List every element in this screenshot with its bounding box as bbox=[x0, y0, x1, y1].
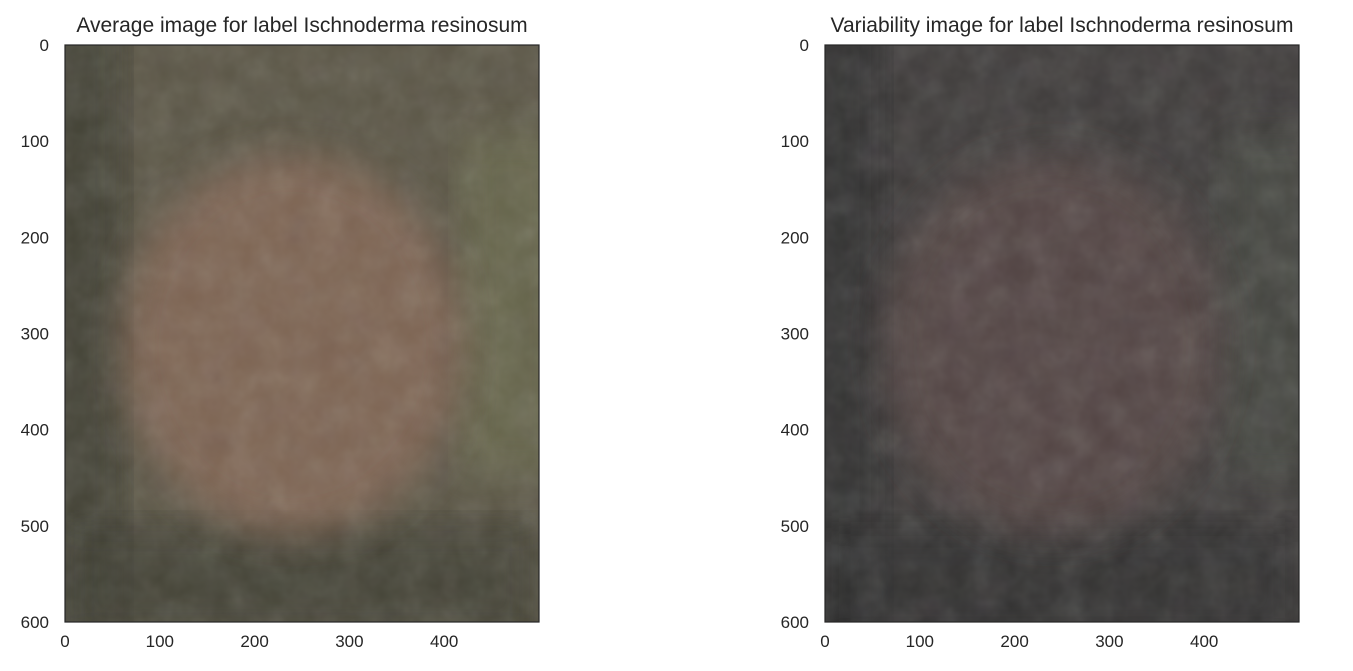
y-axis: 0 100 200 300 400 500 600 bbox=[21, 36, 49, 632]
axes-frame bbox=[824, 44, 1300, 623]
image-texture bbox=[825, 45, 1299, 622]
average-image-panel: Average image for label Ischnoderma resi… bbox=[21, 14, 540, 651]
variability-image-panel: Variability image for label Ischnoderma … bbox=[781, 14, 1300, 651]
panel-title: Variability image for label Ischnoderma … bbox=[831, 14, 1294, 37]
y-tick-label: 600 bbox=[21, 613, 49, 632]
y-tick-label: 200 bbox=[781, 228, 809, 247]
x-tick-label: 100 bbox=[146, 632, 174, 651]
average-image bbox=[65, 45, 539, 622]
image-texture bbox=[65, 45, 539, 622]
panel-title: Average image for label Ischnoderma resi… bbox=[76, 14, 527, 37]
x-tick-label: 300 bbox=[335, 632, 363, 651]
x-tick-label: 400 bbox=[430, 632, 458, 651]
x-tick-label: 0 bbox=[60, 632, 69, 651]
x-axis: 0 100 200 300 400 bbox=[820, 632, 1218, 651]
x-tick-label: 0 bbox=[820, 632, 829, 651]
x-tick-label: 200 bbox=[1000, 632, 1028, 651]
y-tick-label: 500 bbox=[781, 517, 809, 536]
y-tick-label: 0 bbox=[800, 36, 809, 55]
y-tick-label: 0 bbox=[40, 36, 49, 55]
axes-frame bbox=[64, 44, 540, 623]
y-tick-label: 100 bbox=[21, 132, 49, 151]
x-tick-label: 400 bbox=[1190, 632, 1218, 651]
variability-image bbox=[825, 45, 1299, 622]
y-axis: 0 100 200 300 400 500 600 bbox=[781, 36, 809, 632]
y-tick-label: 400 bbox=[781, 421, 809, 440]
y-tick-label: 300 bbox=[21, 325, 49, 344]
x-tick-label: 100 bbox=[906, 632, 934, 651]
y-tick-label: 100 bbox=[781, 132, 809, 151]
y-tick-label: 200 bbox=[21, 228, 49, 247]
y-tick-label: 300 bbox=[781, 325, 809, 344]
y-tick-label: 500 bbox=[21, 517, 49, 536]
x-axis: 0 100 200 300 400 bbox=[60, 632, 458, 651]
x-tick-label: 300 bbox=[1095, 632, 1123, 651]
x-tick-label: 200 bbox=[240, 632, 268, 651]
y-tick-label: 400 bbox=[21, 421, 49, 440]
y-tick-label: 600 bbox=[781, 613, 809, 632]
